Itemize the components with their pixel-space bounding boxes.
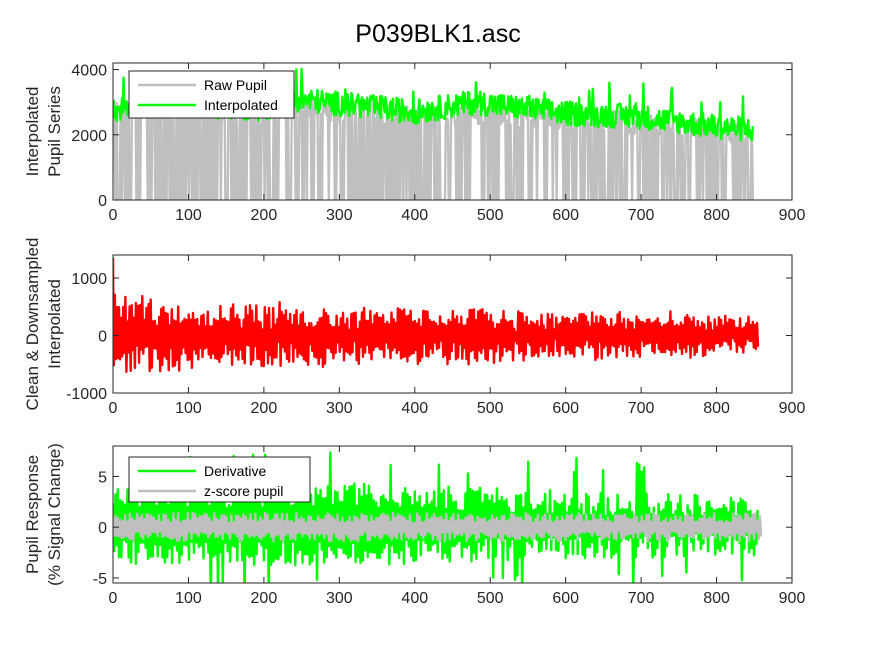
axes-pupil-response: 0 100 200 300 400 500 600 700 800 900-505 <box>93 445 806 607</box>
x-tick-label: 600 <box>552 590 579 607</box>
figure-title: P039BLK1.asc <box>355 20 520 48</box>
x-tick-label: 0 <box>109 400 118 417</box>
axes-box <box>112 445 793 584</box>
x-tick-label: 500 <box>477 590 504 607</box>
x-tick-label: 0 <box>109 590 118 607</box>
ylabel-pupil-response: Pupil Response (% Signal Change) <box>23 443 64 586</box>
legend-raw-interpolated: Raw Pupil Interpolated <box>128 70 295 119</box>
x-tick-label: 100 <box>175 400 202 417</box>
legend-entry: Interpolated <box>204 97 278 113</box>
y-axis-label: Clean & Downsampled Interpolated <box>23 238 64 411</box>
y-tick-label: 2000 <box>71 128 107 145</box>
y-axis-label: Pupil Response (% Signal Change) <box>23 443 64 586</box>
x-tick-label: 500 <box>477 207 504 224</box>
x-tick-label: 700 <box>628 590 655 607</box>
plot-area-clean-downsampled <box>113 255 792 393</box>
y-tick-label: -1000 <box>66 386 107 403</box>
y-tick-label: -5 <box>93 571 107 588</box>
axes-raw-interpolated: 0 100 200 300 400 500 600 700 800 900 0 2000 4000 <box>71 62 806 224</box>
y-tick-label: 5 <box>98 469 107 486</box>
x-tick-label: 800 <box>703 207 730 224</box>
series-line-derivative <box>113 451 759 583</box>
x-tick-label: 200 <box>251 590 278 607</box>
legend-entry: Derivative <box>204 463 266 479</box>
x-tick-label: 100 <box>175 590 202 607</box>
x-tick-label: 500 <box>477 400 504 417</box>
legend-entry: Raw Pupil <box>204 77 267 93</box>
x-tick-label: 800 <box>703 590 730 607</box>
legend-box <box>128 456 311 503</box>
y-axis-label-line: (% Signal Change) <box>45 443 64 586</box>
axes-box <box>112 254 793 394</box>
x-tick-label: 400 <box>401 590 428 607</box>
plot-area-pupil-response <box>113 446 792 583</box>
x-tick-label: 300 <box>326 400 353 417</box>
x-tick-label: 0 <box>109 207 118 224</box>
y-axis-label-line: Interpolated <box>23 87 42 177</box>
x-tick-label: 800 <box>703 400 730 417</box>
x-tick-label: 900 <box>779 590 806 607</box>
x-tick-label: 700 <box>628 207 655 224</box>
series-line-z-score-pupil <box>113 511 763 543</box>
legend-pupil-response: Derivative z-score pupil <box>128 456 311 503</box>
y-tick-label: 1000 <box>71 271 107 288</box>
legend-box <box>128 70 295 119</box>
x-tick-label: 300 <box>326 590 353 607</box>
x-tick-label: 600 <box>552 400 579 417</box>
x-tick-label: 200 <box>251 207 278 224</box>
x-tick-label: 600 <box>552 207 579 224</box>
panel-raw-interpolated: 0 100 200 300 400 500 600 700 800 900 0 2000 4000 In… <box>23 62 806 224</box>
y-axis-label: Interpolated Pupil Series <box>23 86 64 177</box>
y-tick-label: 0 <box>98 193 107 210</box>
x-tick-label: 900 <box>779 400 806 417</box>
y-axis-label-line: Pupil Response <box>23 455 42 574</box>
x-tick-label: 900 <box>779 207 806 224</box>
ylabel-clean-downsampled: Clean & Downsampled Interpolated <box>23 238 64 411</box>
ylabel-raw-interpolated: Interpolated Pupil Series <box>23 86 64 177</box>
y-tick-label: 0 <box>98 520 107 537</box>
y-axis-label-line: Clean & Downsampled <box>23 238 42 411</box>
x-tick-label: 200 <box>251 400 278 417</box>
legend-entry: z-score pupil <box>204 483 283 499</box>
axes-box <box>112 62 793 201</box>
y-tick-label: 0 <box>98 329 107 346</box>
x-tick-label: 300 <box>326 207 353 224</box>
panel-pupil-response: 0 100 200 300 400 500 600 700 800 900-505 Pupil R… <box>23 443 805 607</box>
y-axis-label-line: Pupil Series <box>45 86 64 177</box>
x-tick-label: 700 <box>628 400 655 417</box>
x-tick-label: 400 <box>401 207 428 224</box>
y-axis-label-line: Interpolated <box>45 279 64 369</box>
y-tick-label: 4000 <box>71 63 107 80</box>
series-line-series <box>113 257 760 373</box>
x-tick-label: 400 <box>401 400 428 417</box>
x-tick-label: 100 <box>175 207 202 224</box>
